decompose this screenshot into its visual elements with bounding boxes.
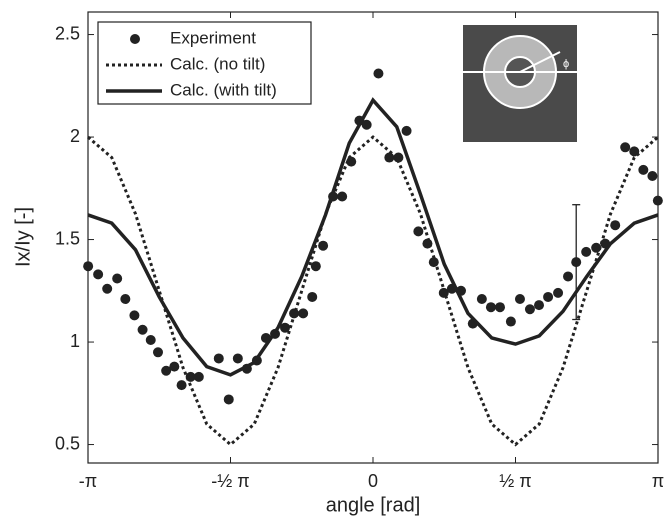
data-point xyxy=(93,269,104,280)
data-point xyxy=(476,294,487,304)
data-point xyxy=(514,294,525,304)
data-point xyxy=(176,380,187,391)
data-point xyxy=(289,308,300,319)
data-point xyxy=(384,152,395,163)
data-point xyxy=(223,394,234,405)
data-point xyxy=(280,322,291,333)
data-point xyxy=(318,240,329,251)
data-point xyxy=(505,316,516,327)
data-point xyxy=(534,300,545,311)
data-point xyxy=(361,119,372,130)
data-point xyxy=(620,142,631,153)
data-point xyxy=(543,291,554,302)
data-point xyxy=(553,287,564,298)
data-point xyxy=(647,171,658,181)
data-point xyxy=(401,125,412,136)
data-point xyxy=(193,371,204,382)
y-tick-label: 2 xyxy=(70,126,80,146)
curve xyxy=(87,135,659,447)
data-point xyxy=(83,261,94,272)
data-point xyxy=(495,302,506,313)
x-tick-label: -π xyxy=(79,471,97,491)
legend-label: Calc. (with tilt) xyxy=(170,80,277,99)
y-tick-label: 1 xyxy=(70,331,80,351)
data-point xyxy=(638,164,649,175)
data-point xyxy=(373,68,384,79)
data-point xyxy=(112,273,123,284)
legend-label: Calc. (no tilt) xyxy=(170,54,265,73)
y-tick-label: 1.5 xyxy=(55,228,80,248)
data-point xyxy=(152,347,163,358)
data-point xyxy=(298,308,309,319)
data-point xyxy=(346,156,357,167)
data-point xyxy=(310,261,321,272)
data-point xyxy=(169,361,180,372)
data-point xyxy=(337,191,348,202)
data-point xyxy=(485,302,496,313)
data-point xyxy=(232,353,243,364)
y-axis-label: Ix/Iy [-] xyxy=(12,207,34,267)
x-tick-label: π xyxy=(652,471,664,491)
data-point xyxy=(102,283,113,294)
data-point xyxy=(591,242,602,253)
data-point xyxy=(145,335,156,345)
x-tick-label: -½ π xyxy=(211,471,249,491)
data-point xyxy=(137,324,148,335)
data-point xyxy=(563,271,574,282)
data-point xyxy=(213,353,224,364)
x-tick-label: ½ π xyxy=(499,471,531,491)
y-tick-label: 0.5 xyxy=(55,433,80,453)
data-point xyxy=(581,246,592,257)
data-point xyxy=(428,257,439,268)
legend-marker xyxy=(130,34,140,44)
data-point xyxy=(524,304,535,315)
inset-label: ϕ xyxy=(563,58,569,70)
inset-image: ϕ xyxy=(463,25,577,142)
data-point xyxy=(413,226,424,237)
data-point xyxy=(610,220,621,231)
x-axis-label: angle [rad] xyxy=(326,494,421,516)
y-tick-label: 2.5 xyxy=(55,23,80,43)
data-point xyxy=(129,310,140,321)
data-point xyxy=(652,195,663,206)
data-point xyxy=(307,291,318,302)
data-point xyxy=(161,365,172,376)
x-tick-label: 0 xyxy=(368,471,378,491)
curve xyxy=(87,97,659,377)
legend-label: Experiment xyxy=(170,28,256,47)
data-point xyxy=(120,294,131,304)
inset-angle xyxy=(519,51,561,73)
